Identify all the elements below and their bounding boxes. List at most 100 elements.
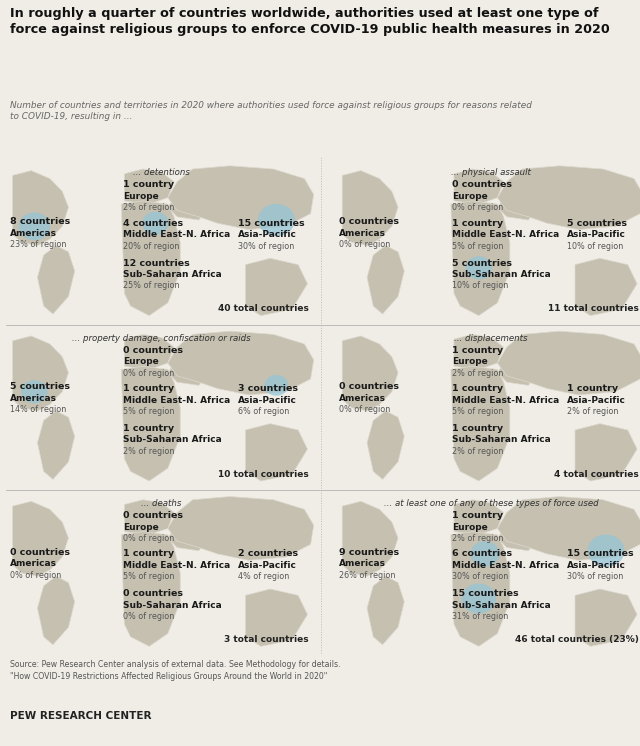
Text: 0% of region: 0% of region — [452, 204, 504, 213]
Polygon shape — [575, 424, 637, 481]
Text: 40 total countries: 40 total countries — [218, 304, 309, 313]
Text: Americas: Americas — [10, 228, 56, 237]
Text: 3 countries: 3 countries — [237, 384, 298, 393]
Polygon shape — [497, 195, 538, 220]
Text: Americas: Americas — [10, 560, 56, 568]
Polygon shape — [168, 331, 314, 395]
Polygon shape — [13, 171, 68, 245]
Text: 20% of region: 20% of region — [123, 242, 179, 251]
Text: Americas: Americas — [10, 394, 56, 403]
Text: 31% of region: 31% of region — [452, 612, 509, 621]
Text: Middle East-N. Africa: Middle East-N. Africa — [452, 395, 559, 404]
Text: Europe: Europe — [123, 357, 159, 366]
Text: 1 country: 1 country — [567, 384, 618, 393]
Text: ... deaths: ... deaths — [141, 499, 182, 508]
Polygon shape — [367, 411, 404, 480]
Text: 15 countries: 15 countries — [452, 589, 519, 598]
Polygon shape — [451, 532, 510, 646]
Text: Sub-Saharan Africa: Sub-Saharan Africa — [452, 601, 551, 609]
Text: 4 countries: 4 countries — [123, 219, 183, 228]
Ellipse shape — [465, 257, 492, 280]
Text: 1 country: 1 country — [452, 345, 504, 355]
Text: 1 country: 1 country — [123, 181, 174, 189]
Polygon shape — [168, 195, 208, 220]
Text: 5 countries: 5 countries — [10, 383, 70, 392]
Text: 15 countries: 15 countries — [237, 219, 304, 228]
Polygon shape — [13, 336, 68, 411]
Text: Middle East-N. Africa: Middle East-N. Africa — [452, 561, 559, 570]
Polygon shape — [454, 169, 504, 204]
Text: 0% of region: 0% of region — [123, 612, 174, 621]
Text: 1 country: 1 country — [123, 424, 174, 433]
Text: 5% of region: 5% of region — [123, 572, 174, 581]
Text: Asia-Pacific: Asia-Pacific — [567, 230, 626, 239]
Polygon shape — [367, 576, 404, 645]
Text: 1 country: 1 country — [123, 549, 174, 559]
Polygon shape — [121, 532, 180, 646]
Polygon shape — [497, 331, 640, 395]
Text: 0 countries: 0 countries — [123, 511, 183, 520]
Polygon shape — [497, 166, 640, 230]
Text: Europe: Europe — [123, 192, 159, 201]
Polygon shape — [342, 171, 398, 245]
Text: 2% of region: 2% of region — [452, 447, 504, 456]
Text: ... physical assault: ... physical assault — [451, 168, 531, 178]
Text: Sub-Saharan Africa: Sub-Saharan Africa — [123, 601, 221, 609]
Text: 5% of region: 5% of region — [452, 407, 504, 416]
Polygon shape — [342, 336, 398, 411]
Text: 0 countries: 0 countries — [123, 345, 183, 355]
Polygon shape — [245, 589, 307, 646]
Text: 15 countries: 15 countries — [567, 549, 634, 559]
Polygon shape — [13, 501, 68, 576]
Text: Asia-Pacific: Asia-Pacific — [567, 395, 626, 404]
Text: Europe: Europe — [452, 357, 488, 366]
Text: 0% of region: 0% of region — [10, 571, 61, 580]
Polygon shape — [342, 501, 398, 576]
Text: Asia-Pacific: Asia-Pacific — [237, 561, 296, 570]
Polygon shape — [454, 334, 504, 369]
Text: Sub-Saharan Africa: Sub-Saharan Africa — [123, 270, 221, 279]
Polygon shape — [575, 589, 637, 646]
Text: Middle East-N. Africa: Middle East-N. Africa — [123, 230, 230, 239]
Text: 4% of region: 4% of region — [237, 572, 289, 581]
Text: Americas: Americas — [339, 394, 386, 403]
Text: 0 countries: 0 countries — [123, 589, 183, 598]
Text: Middle East-N. Africa: Middle East-N. Africa — [123, 561, 230, 570]
Text: 1 country: 1 country — [123, 384, 174, 393]
Text: 1 country: 1 country — [452, 511, 504, 520]
Polygon shape — [124, 169, 174, 204]
Ellipse shape — [21, 380, 47, 404]
Polygon shape — [121, 201, 180, 316]
Text: Europe: Europe — [452, 192, 488, 201]
Text: 4 total countries: 4 total countries — [554, 470, 639, 479]
Text: 0 countries: 0 countries — [339, 383, 399, 392]
Text: Europe: Europe — [123, 523, 159, 532]
Ellipse shape — [19, 213, 50, 240]
Polygon shape — [124, 500, 174, 535]
Text: 0% of region: 0% of region — [339, 240, 390, 249]
Text: In roughly a quarter of countries worldwide, authorities used at least one type : In roughly a quarter of countries worldw… — [10, 7, 609, 37]
Text: 10% of region: 10% of region — [567, 242, 623, 251]
Polygon shape — [168, 497, 314, 560]
Text: Americas: Americas — [339, 228, 386, 237]
Text: ... property damage, confiscation or raids: ... property damage, confiscation or rai… — [72, 333, 251, 342]
Ellipse shape — [264, 375, 289, 396]
Polygon shape — [497, 497, 640, 560]
Polygon shape — [38, 411, 75, 480]
Text: Middle East-N. Africa: Middle East-N. Africa — [123, 395, 230, 404]
Text: 1 country: 1 country — [452, 424, 504, 433]
Polygon shape — [168, 166, 314, 230]
Polygon shape — [168, 525, 208, 551]
Text: Sub-Saharan Africa: Sub-Saharan Africa — [452, 270, 551, 279]
Polygon shape — [497, 525, 538, 551]
Text: 14% of region: 14% of region — [10, 405, 66, 414]
Text: 5% of region: 5% of region — [452, 242, 504, 251]
Text: 1 country: 1 country — [452, 219, 504, 228]
Text: Number of countries and territories in 2020 where authorities used force against: Number of countries and territories in 2… — [10, 101, 531, 121]
Text: 8 countries: 8 countries — [10, 217, 70, 226]
Text: 2% of region: 2% of region — [567, 407, 619, 416]
Text: ... detentions: ... detentions — [133, 168, 190, 178]
Text: 1 country: 1 country — [452, 384, 504, 393]
Text: 0 countries: 0 countries — [10, 548, 70, 557]
Text: Asia-Pacific: Asia-Pacific — [237, 230, 296, 239]
